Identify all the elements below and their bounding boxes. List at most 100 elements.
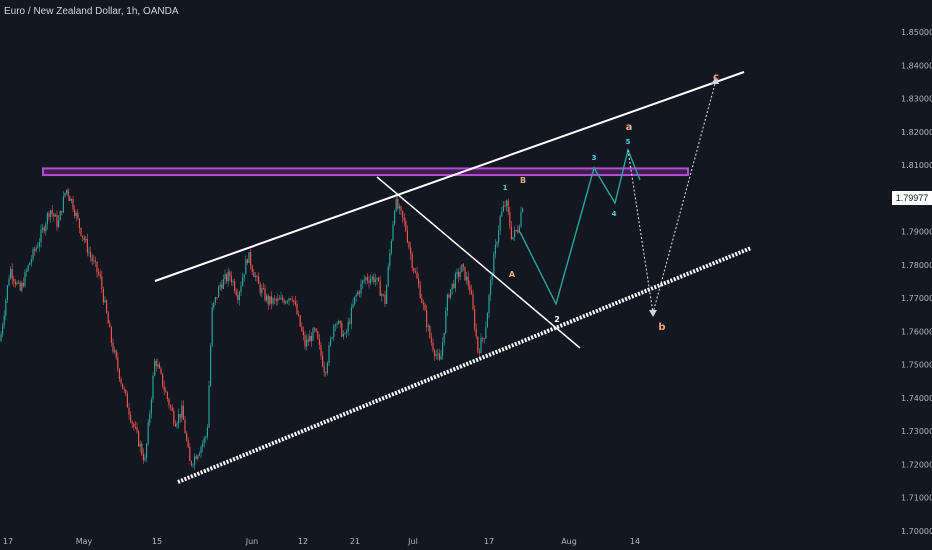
candle-body xyxy=(154,360,156,376)
candle-body xyxy=(464,266,466,281)
candle-body xyxy=(370,279,372,283)
candle-body xyxy=(149,413,151,423)
candle-body xyxy=(456,271,458,274)
candle-body xyxy=(246,259,248,263)
candle-body xyxy=(480,338,482,354)
candle-body xyxy=(331,337,333,339)
candle-body xyxy=(333,325,335,338)
candle-body xyxy=(427,325,429,327)
candle-body xyxy=(344,333,346,334)
candle-body xyxy=(384,294,386,304)
candle-body xyxy=(27,265,29,271)
candle-body xyxy=(283,300,285,304)
time-axis: 17 May 15 Jun 12 21 Jul 17 Aug 14 xyxy=(3,537,640,546)
lower-channel-line[interactable] xyxy=(177,246,752,484)
candle-body xyxy=(115,350,117,358)
candle-body xyxy=(176,423,178,427)
candle-body xyxy=(101,276,103,289)
candle-body xyxy=(437,353,439,355)
candle-body xyxy=(224,274,226,280)
candle-body xyxy=(155,360,157,367)
candle-body xyxy=(184,419,186,434)
candle-body xyxy=(174,423,176,427)
price-tick-label: 1.75000 xyxy=(901,361,932,370)
last-price-tag: 1.79977 xyxy=(892,191,932,205)
price-tick-label: 1.76000 xyxy=(901,327,932,336)
candle-body xyxy=(171,407,173,411)
candle-body xyxy=(162,373,164,387)
candle-body xyxy=(158,364,160,369)
upper-channel-line[interactable] xyxy=(154,71,745,282)
candle-body xyxy=(376,277,378,280)
candle-body xyxy=(403,217,405,221)
candle-body xyxy=(315,328,317,332)
candle-body xyxy=(102,288,104,303)
candle-body xyxy=(64,192,66,197)
wave-label-A: A xyxy=(509,270,516,279)
candle-body xyxy=(429,325,431,338)
candle-body xyxy=(163,386,165,391)
candle-body xyxy=(96,261,98,272)
candle-body xyxy=(507,200,509,213)
candle-body xyxy=(93,260,95,262)
candle-body xyxy=(390,240,392,254)
candle-body xyxy=(470,290,472,295)
candle-body xyxy=(112,342,114,352)
price-tick-label: 1.82000 xyxy=(901,128,932,137)
wave-projection-path xyxy=(519,147,641,306)
candle-body xyxy=(18,282,20,284)
candle-body xyxy=(10,268,12,279)
descending-trendline[interactable] xyxy=(376,176,581,349)
candle-body xyxy=(190,461,192,466)
candle-body xyxy=(90,252,92,257)
price-tick-label: 1.84000 xyxy=(901,61,932,70)
candle-body xyxy=(435,354,437,356)
candle-body xyxy=(275,299,277,301)
candle-body xyxy=(142,453,144,461)
candle-body xyxy=(42,227,44,230)
wave-label-1: 1 xyxy=(503,184,508,192)
candle-body xyxy=(288,298,290,302)
candle-body xyxy=(46,213,48,225)
candle-body xyxy=(360,283,362,294)
candle-body xyxy=(195,456,197,459)
candle-body xyxy=(109,323,111,328)
candle-body xyxy=(362,280,364,284)
candle-body xyxy=(179,414,181,418)
arrow-head-b xyxy=(649,310,657,317)
candle-body xyxy=(267,295,269,305)
candle-body xyxy=(322,355,324,367)
candle-body xyxy=(522,208,524,213)
candle-body xyxy=(418,278,420,285)
candle-body xyxy=(205,437,207,439)
candle-body xyxy=(317,331,319,340)
price-tick-label: 1.72000 xyxy=(901,460,932,469)
time-tick-label: 15 xyxy=(152,537,162,546)
candle-body xyxy=(262,288,264,289)
candle-body xyxy=(66,189,68,193)
candle-body xyxy=(320,344,322,356)
resistance-zone[interactable] xyxy=(42,167,689,177)
candle-body xyxy=(166,392,168,399)
candle-body xyxy=(214,297,216,303)
candle-body xyxy=(242,277,244,286)
candle-body xyxy=(282,297,284,301)
candle-body xyxy=(272,298,274,304)
candle-body xyxy=(50,210,52,218)
candle-body xyxy=(213,302,215,308)
candle-body xyxy=(19,282,21,291)
candle-body xyxy=(110,327,112,343)
candle-body xyxy=(3,315,5,326)
candle-body xyxy=(310,335,312,341)
candle-body xyxy=(43,227,45,232)
candle-body xyxy=(266,295,268,301)
candle-body xyxy=(256,276,258,278)
candle-body xyxy=(402,210,404,218)
candle-body xyxy=(80,227,82,236)
wave-label-B: B xyxy=(520,176,526,185)
candle-body xyxy=(491,274,493,280)
candle-body xyxy=(133,423,135,427)
candle-body xyxy=(250,252,252,266)
candle-body xyxy=(243,274,245,278)
